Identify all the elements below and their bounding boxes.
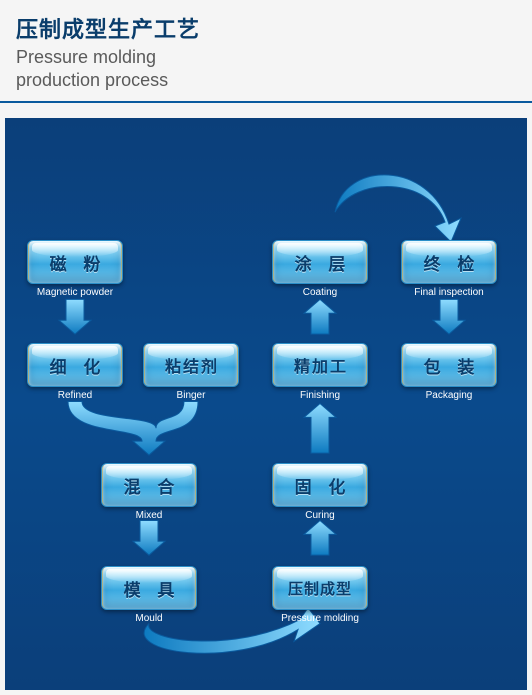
label-cn: 粘结剂 [163, 353, 219, 377]
header: 压制成型生产工艺 Pressure molding production pro… [0, 0, 532, 103]
box: 终 检 [401, 240, 497, 284]
box: 粘结剂 [143, 343, 239, 387]
label-cn: 精加工 [292, 353, 348, 377]
node-packaging: 包 装 Packaging [401, 343, 497, 401]
box: 磁 粉 [27, 240, 123, 284]
label-en: Curing [272, 510, 368, 521]
box: 混 合 [101, 463, 197, 507]
label-en: Mixed [101, 510, 197, 521]
title-en-line2: production process [16, 70, 168, 90]
label-cn: 终 检 [418, 250, 481, 275]
box: 涂 层 [272, 240, 368, 284]
title-chinese: 压制成型生产工艺 [16, 12, 516, 44]
label-cn: 磁 粉 [44, 250, 107, 275]
node-finishing: 精加工 Finishing [272, 343, 368, 401]
box: 精加工 [272, 343, 368, 387]
node-coating: 涂 层 Coating [272, 240, 368, 298]
label-en: Coating [272, 287, 368, 298]
label-en: Final inspection [401, 287, 497, 298]
node-pressure-molding: 压制成型 Pressure molding [272, 566, 368, 624]
label-en: Mould [101, 613, 197, 624]
node-curing: 固 化 Curing [272, 463, 368, 521]
node-refined: 细 化 Refined [27, 343, 123, 401]
arrows-layer [5, 118, 527, 690]
label-cn: 模 具 [118, 576, 181, 601]
label-cn: 涂 层 [289, 250, 352, 275]
node-magnetic-powder: 磁 粉 Magnetic powder [27, 240, 123, 298]
box: 固 化 [272, 463, 368, 507]
box: 压制成型 [272, 566, 368, 610]
label-cn: 固 化 [289, 473, 352, 498]
process-diagram: 磁 粉 Magnetic powder 细 化 Refined 粘结剂 Bing… [5, 118, 527, 690]
node-binger: 粘结剂 Binger [143, 343, 239, 401]
node-mixed: 混 合 Mixed [101, 463, 197, 521]
label-en: Magnetic powder [27, 287, 123, 298]
label-cn: 压制成型 [288, 578, 352, 599]
label-en: Packaging [401, 390, 497, 401]
title-en-line1: Pressure molding [16, 47, 156, 67]
label-en: Pressure molding [272, 613, 368, 624]
label-en: Finishing [272, 390, 368, 401]
title-english: Pressure molding production process [16, 46, 516, 93]
node-final-inspection: 终 检 Final inspection [401, 240, 497, 298]
label-cn: 混 合 [118, 473, 181, 498]
box: 包 装 [401, 343, 497, 387]
box: 模 具 [101, 566, 197, 610]
box: 细 化 [27, 343, 123, 387]
label-en: Binger [143, 390, 239, 401]
node-mould: 模 具 Mould [101, 566, 197, 624]
label-en: Refined [27, 390, 123, 401]
label-cn: 包 装 [418, 353, 481, 378]
label-cn: 细 化 [44, 353, 107, 378]
